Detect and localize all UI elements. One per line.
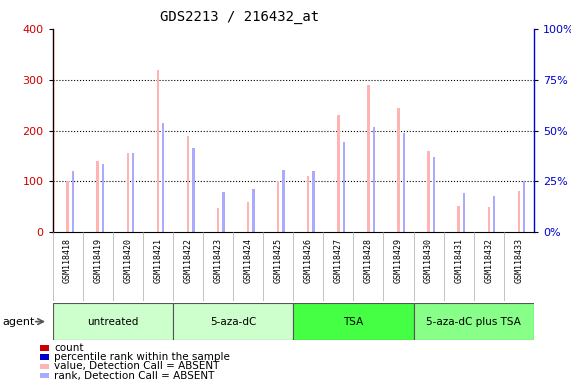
- Text: value, Detection Call = ABSENT: value, Detection Call = ABSENT: [54, 361, 220, 371]
- Bar: [367, 85, 369, 232]
- Bar: [247, 202, 250, 232]
- Bar: [293, 303, 413, 340]
- Text: GSM118424: GSM118424: [244, 238, 252, 283]
- Bar: [493, 196, 496, 232]
- Bar: [252, 189, 255, 232]
- Bar: [53, 303, 173, 340]
- Bar: [132, 154, 134, 232]
- Text: GSM118428: GSM118428: [364, 238, 373, 283]
- Text: GSM118429: GSM118429: [394, 238, 403, 283]
- Text: GSM118427: GSM118427: [334, 238, 343, 283]
- Bar: [156, 70, 159, 232]
- Bar: [283, 170, 285, 232]
- Bar: [96, 161, 99, 232]
- Text: rank, Detection Call = ABSENT: rank, Detection Call = ABSENT: [54, 371, 215, 381]
- Text: untreated: untreated: [87, 316, 138, 327]
- Bar: [518, 190, 520, 232]
- Text: count: count: [54, 343, 84, 353]
- Text: GSM118418: GSM118418: [63, 238, 72, 283]
- Bar: [217, 208, 219, 232]
- Bar: [72, 171, 74, 232]
- Bar: [403, 133, 405, 232]
- Text: percentile rank within the sample: percentile rank within the sample: [54, 352, 230, 362]
- Bar: [222, 192, 224, 232]
- Text: GSM118423: GSM118423: [214, 238, 223, 283]
- Bar: [457, 206, 460, 232]
- Text: GSM118430: GSM118430: [424, 238, 433, 283]
- Bar: [312, 171, 315, 232]
- Text: GSM118433: GSM118433: [514, 238, 524, 283]
- Bar: [162, 123, 164, 232]
- Text: GDS2213 / 216432_at: GDS2213 / 216432_at: [160, 10, 319, 23]
- Bar: [413, 303, 534, 340]
- Bar: [277, 181, 279, 232]
- Bar: [66, 181, 69, 232]
- Text: GSM118432: GSM118432: [484, 238, 493, 283]
- Text: 5-aza-dC plus TSA: 5-aza-dC plus TSA: [427, 316, 521, 327]
- Bar: [127, 154, 129, 232]
- Bar: [192, 148, 195, 232]
- Text: GSM118422: GSM118422: [183, 238, 192, 283]
- Text: GSM118421: GSM118421: [154, 238, 162, 283]
- Bar: [343, 142, 345, 232]
- Text: GSM118419: GSM118419: [93, 238, 102, 283]
- Bar: [337, 115, 340, 232]
- Bar: [488, 207, 490, 232]
- Bar: [433, 157, 435, 232]
- Bar: [427, 151, 430, 232]
- Bar: [307, 176, 309, 232]
- Bar: [373, 127, 375, 232]
- Text: TSA: TSA: [343, 316, 364, 327]
- Text: GSM118420: GSM118420: [123, 238, 132, 283]
- Bar: [173, 303, 293, 340]
- Bar: [187, 136, 189, 232]
- Text: GSM118426: GSM118426: [304, 238, 313, 283]
- Bar: [463, 193, 465, 232]
- Text: GSM118425: GSM118425: [274, 238, 283, 283]
- Bar: [523, 181, 525, 232]
- Bar: [397, 108, 400, 232]
- Text: 5-aza-dC: 5-aza-dC: [210, 316, 256, 327]
- Text: GSM118431: GSM118431: [454, 238, 463, 283]
- Text: agent: agent: [3, 316, 35, 327]
- Bar: [102, 164, 104, 232]
